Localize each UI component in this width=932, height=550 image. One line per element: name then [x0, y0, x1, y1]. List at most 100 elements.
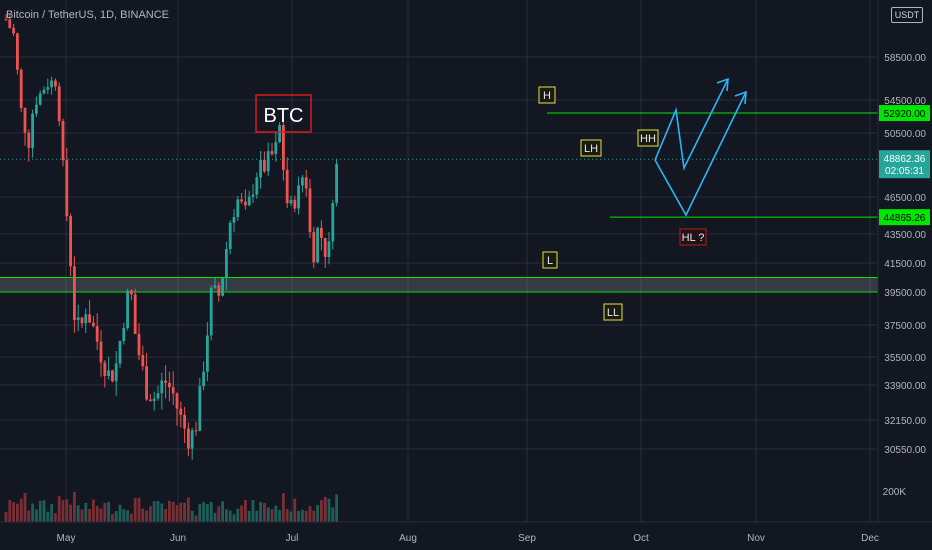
candle-body — [209, 287, 213, 336]
candle-body — [285, 169, 289, 204]
time-axis[interactable]: May Jun Jul Aug Sep Oct Nov Dec — [0, 521, 932, 544]
volume-bar — [145, 510, 148, 522]
price-tick-label: 50500.00 — [884, 129, 926, 140]
price-tick-label: 33900.00 — [884, 381, 926, 392]
candle-body — [323, 237, 327, 257]
candle-body — [114, 363, 118, 382]
candle-body — [221, 278, 224, 296]
candle-body — [304, 177, 308, 189]
candle-body — [61, 121, 65, 161]
volume-bar — [141, 508, 145, 522]
volume-bar — [107, 501, 110, 522]
volume-bar — [259, 501, 262, 522]
volume-bar — [31, 503, 34, 522]
price-axis[interactable]: 58500.00 54500.00 50500.00 46500.00 43500.00… — [877, 0, 930, 522]
volume-bar — [69, 504, 72, 522]
volume-bar — [149, 506, 152, 522]
chart-title: BTC — [264, 105, 304, 127]
volume-bar — [202, 502, 205, 522]
candle-body — [152, 398, 156, 402]
price-tick-label: 32150.00 — [884, 416, 926, 427]
price-badge — [879, 105, 930, 122]
candle-body — [240, 199, 243, 202]
volume-bar — [312, 510, 316, 522]
candle-body — [206, 335, 209, 372]
candle-body — [88, 314, 91, 323]
currency-badge[interactable]: USDT — [891, 7, 923, 23]
candle-body — [175, 393, 179, 409]
candle-body — [141, 355, 145, 367]
candle-body — [145, 366, 148, 400]
volume-bar — [171, 501, 175, 522]
candle-body — [213, 285, 217, 288]
volume-bar — [304, 510, 308, 522]
candle-body — [194, 430, 198, 432]
volume-bar — [160, 503, 164, 522]
volume-bar — [297, 511, 300, 522]
candle-body — [73, 266, 76, 321]
annotation-box — [542, 251, 558, 269]
candle-body — [65, 160, 69, 217]
price-tick-label: 46500.00 — [884, 193, 926, 204]
volume-bar — [168, 500, 171, 522]
candle-body — [92, 322, 95, 327]
grid — [0, 0, 878, 522]
volume-bar — [316, 504, 319, 522]
volume-bar — [206, 504, 209, 522]
symbol-header: Bitcoin / TetherUS, 1D, BINANCE — [6, 9, 170, 21]
last-price-label: 48862.36 — [884, 154, 926, 165]
price-badge-label: 52920.00 — [884, 109, 926, 120]
price-tick-label: 54500.00 — [884, 96, 926, 107]
candle-body — [308, 188, 312, 233]
candle-body — [171, 387, 175, 394]
volume-bar — [194, 515, 198, 522]
volume-bar — [187, 497, 190, 522]
price-badge-label: 44865.26 — [884, 213, 926, 224]
candle-body — [293, 199, 297, 209]
volume-bar — [99, 508, 103, 522]
volume-bar — [285, 509, 289, 522]
candle-body — [111, 370, 114, 382]
annotation-box — [637, 129, 659, 147]
candle-body — [46, 87, 50, 90]
annotation-label: H — [543, 90, 551, 102]
volume-bar — [4, 512, 8, 522]
volume-bar — [95, 506, 99, 522]
price-tick-label: 41500.00 — [884, 259, 926, 270]
volume-bar — [240, 505, 243, 522]
volume-bar — [35, 509, 38, 522]
candle-body — [198, 386, 202, 431]
candle-body — [316, 227, 319, 263]
annotation-box — [679, 228, 707, 246]
volume-bar — [282, 493, 285, 522]
volume-bar — [57, 496, 61, 522]
price-tick-label: 37500.00 — [884, 321, 926, 332]
volume-bar — [209, 501, 213, 522]
title-box: BTC — [255, 94, 312, 133]
projection-arrowhead-1 — [716, 77, 729, 92]
candle-body — [31, 113, 34, 148]
volume-bar — [130, 513, 133, 522]
volume-bar — [126, 510, 129, 522]
volume-bar — [232, 514, 236, 522]
candle-body — [50, 80, 53, 88]
volume-bar — [38, 500, 42, 522]
volume-bar — [278, 509, 281, 522]
volume-bar — [76, 505, 80, 522]
volume-bar — [255, 510, 259, 522]
volume-bar — [8, 499, 12, 522]
candle-body — [320, 227, 323, 238]
volume-bar — [27, 510, 31, 522]
candle-body — [160, 380, 164, 394]
annotation-label: HH — [640, 133, 656, 145]
candle-body — [54, 80, 57, 87]
candle-body — [301, 177, 304, 186]
candle-body — [202, 371, 205, 387]
volume-bar — [23, 492, 27, 522]
volume-bar — [103, 502, 107, 522]
candle-body — [12, 27, 15, 34]
volume-bar — [19, 498, 23, 522]
volume-bar — [247, 510, 251, 522]
volume-bar — [293, 498, 297, 522]
volume-bar — [133, 497, 137, 522]
